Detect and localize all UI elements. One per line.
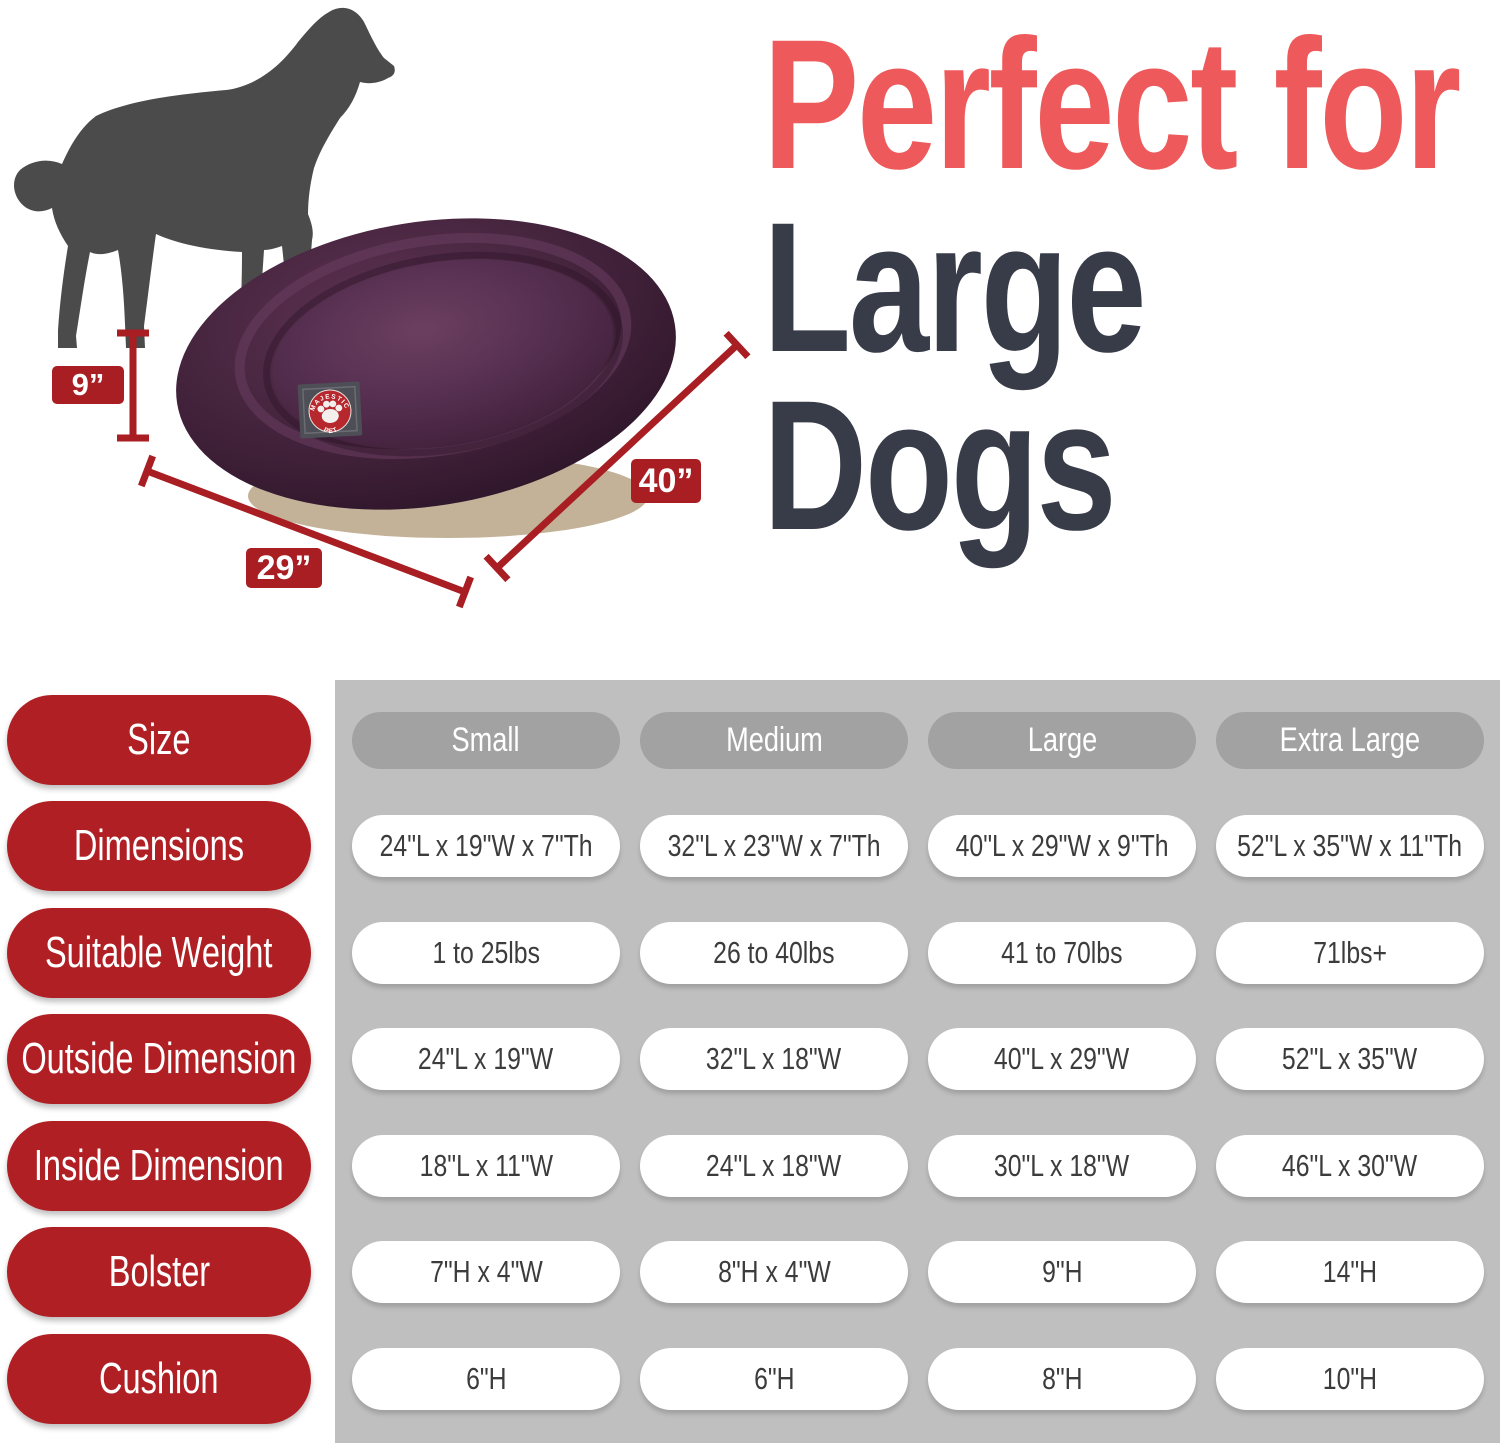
row-label-suitable-weight: Suitable Weight [7, 908, 311, 998]
cell-text: 8"H [1041, 1361, 1083, 1396]
cell-text: 6"H [465, 1361, 507, 1396]
table-cell: 9"H [928, 1241, 1196, 1303]
length-dimension-badge: 40” [631, 459, 701, 503]
table-cell: 30"L x 18"W [928, 1135, 1196, 1197]
row-label-text: Bolster [108, 1247, 210, 1296]
cell-text: 40"L x 29"W x 9"Th [955, 828, 1169, 863]
brand-tag: MAJESTIC PET [297, 381, 363, 439]
cell-text: 26 to 40lbs [713, 935, 835, 970]
cell-text: 24"L x 19"W [418, 1041, 554, 1076]
table-cell: 7"H x 4"W [352, 1241, 620, 1303]
column-header-extra-large: Extra Large [1216, 712, 1484, 769]
row-label-text: Cushion [99, 1354, 219, 1403]
table-cell: 41 to 70lbs [928, 922, 1196, 984]
table-cell: 18"L x 11"W [352, 1135, 620, 1197]
table-cell: 24"L x 19"W x 7"Th [352, 815, 620, 877]
table-cell: 26 to 40lbs [640, 922, 908, 984]
headline-line3: Dogs [763, 363, 1117, 569]
table-cell: 24"L x 18"W [640, 1135, 908, 1197]
table-cell: 32"L x 23"W x 7"Th [640, 815, 908, 877]
row-label-text: Inside Dimension [34, 1141, 284, 1190]
width-dimension-badge: 29” [246, 548, 322, 588]
column-header-large: Large [928, 712, 1196, 769]
cell-text: 24"L x 19"W x 7"Th [379, 828, 593, 863]
row-label-text: Size [127, 715, 191, 764]
table-cell: 52"L x 35"W x 11"Th [1216, 815, 1484, 877]
table-cell: 40"L x 29"W x 9"Th [928, 815, 1196, 877]
table-cell: 8"H x 4"W [640, 1241, 908, 1303]
table-cell: 71lbs+ [1216, 922, 1484, 984]
row-label-cushion: Cushion [7, 1334, 311, 1424]
cell-text: 6"H [753, 1361, 795, 1396]
headline-line2: Large [763, 185, 1147, 391]
width-dimension-value: 29” [256, 548, 312, 587]
brand-tag-bottom-text: PET [322, 426, 340, 436]
table-cell: 24"L x 19"W [352, 1028, 620, 1090]
column-header-text: Small [451, 721, 521, 759]
row-label-outside-dimension: Outside Dimension [7, 1014, 311, 1104]
cell-text: 10"H [1322, 1361, 1378, 1396]
paw-icon [317, 400, 343, 423]
cell-text: 52"L x 35"W [1282, 1041, 1418, 1076]
row-label-bolster: Bolster [7, 1227, 311, 1317]
column-header-text: Large [1027, 721, 1097, 759]
cell-text: 8"H x 4"W [717, 1254, 831, 1289]
svg-text:PET: PET [322, 426, 340, 436]
cell-text: 46"L x 30"W [1282, 1148, 1418, 1183]
cell-text: 71lbs+ [1313, 935, 1387, 970]
cell-text: 9"H [1041, 1254, 1083, 1289]
table-cell: 40"L x 29"W [928, 1028, 1196, 1090]
table-cell: 1 to 25lbs [352, 922, 620, 984]
cell-text: 32"L x 18"W [706, 1041, 842, 1076]
column-header-small: Small [352, 712, 620, 769]
cell-text: 24"L x 18"W [706, 1148, 842, 1183]
row-label-text: Suitable Weight [45, 928, 273, 977]
table-cell: 32"L x 18"W [640, 1028, 908, 1090]
length-dimension-value: 40” [638, 461, 694, 500]
cell-text: 18"L x 11"W [419, 1148, 553, 1183]
table-cell: 14"H [1216, 1241, 1484, 1303]
row-label-dimensions: Dimensions [7, 801, 311, 891]
table-cell: 46"L x 30"W [1216, 1135, 1484, 1197]
table-cell: 10"H [1216, 1348, 1484, 1410]
height-dimension-badge: 9” [52, 366, 124, 404]
cell-text: 1 to 25lbs [432, 935, 540, 970]
cell-text: 52"L x 35"W x 11"Th [1237, 828, 1463, 863]
cell-text: 7"H x 4"W [429, 1254, 543, 1289]
column-header-medium: Medium [640, 712, 908, 769]
row-label-text: Outside Dimension [21, 1034, 297, 1083]
column-header-text: Medium [725, 721, 823, 759]
cell-text: 30"L x 18"W [994, 1148, 1130, 1183]
table-cell: 6"H [352, 1348, 620, 1410]
cell-text: 32"L x 23"W x 7"Th [667, 828, 881, 863]
row-label-inside-dimension: Inside Dimension [7, 1121, 311, 1211]
height-dimension-value: 9” [71, 367, 105, 402]
cell-text: 40"L x 29"W [994, 1041, 1130, 1076]
table-cell: 8"H [928, 1348, 1196, 1410]
column-header-text: Extra Large [1279, 721, 1421, 759]
table-cell: 6"H [640, 1348, 908, 1410]
headline-accent: Perfect for [763, 2, 1461, 208]
cell-text: 14"H [1322, 1254, 1378, 1289]
row-label-text: Dimensions [73, 821, 245, 870]
dog-bed-image: MAJESTIC PET [176, 218, 676, 538]
table-cell: 52"L x 35"W [1216, 1028, 1484, 1090]
row-label-size: Size [7, 695, 311, 785]
cell-text: 41 to 70lbs [1001, 935, 1123, 970]
